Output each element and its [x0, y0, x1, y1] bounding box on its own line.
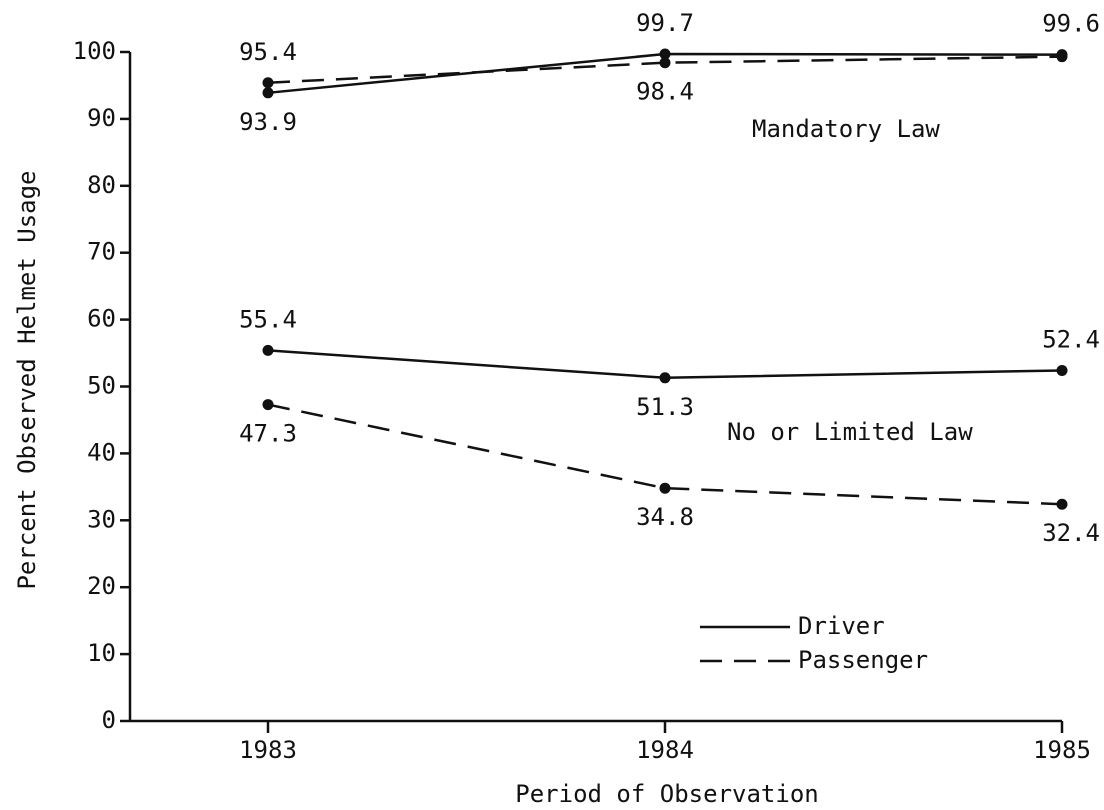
x-tick-label: 1985 [1033, 736, 1091, 764]
y-tick-label: 30 [87, 505, 116, 533]
data-point [659, 482, 671, 494]
data-label: 52.4 [1042, 325, 1100, 353]
data-point [1056, 51, 1068, 63]
x-axis-label: Period of Observation [515, 780, 818, 808]
data-label: 93.9 [239, 108, 297, 136]
y-tick-label: 40 [87, 438, 116, 466]
x-tick-label: 1984 [636, 736, 694, 764]
data-label: 34.8 [636, 503, 694, 531]
data-label: 99.7 [636, 9, 694, 37]
annotation: No or Limited Law [727, 418, 973, 446]
series-line [267, 55, 1063, 85]
data-point [1056, 498, 1068, 510]
data-point [262, 87, 274, 99]
data-label: 98.4 [636, 78, 694, 106]
legend-label: Passenger [798, 646, 928, 674]
data-point [1056, 364, 1068, 376]
data-label: 99.6 [1042, 10, 1100, 38]
y-tick-label: 10 [87, 639, 116, 667]
y-tick-label: 60 [87, 305, 116, 333]
y-tick-label: 90 [87, 104, 116, 132]
y-axis-label: Percent Observed Helmet Usage [13, 170, 41, 589]
y-tick-label: 100 [73, 37, 116, 65]
y-tick-label: 50 [87, 372, 116, 400]
data-label: 47.3 [239, 420, 297, 448]
y-tick-label: 80 [87, 171, 116, 199]
data-label: 51.3 [636, 393, 694, 421]
data-point [262, 77, 274, 89]
data-label: 32.4 [1042, 519, 1100, 547]
x-tick-label: 1983 [239, 736, 297, 764]
data-point [659, 48, 671, 60]
annotation: Mandatory Law [752, 115, 940, 143]
data-point [659, 57, 671, 69]
y-tick-label: 0 [102, 706, 116, 734]
legend-label: Driver [798, 612, 885, 640]
data-label: 55.4 [239, 305, 297, 333]
data-point [262, 344, 274, 356]
y-tick-label: 20 [87, 572, 116, 600]
data-point [659, 372, 671, 384]
y-tick-label: 70 [87, 238, 116, 266]
data-label: 95.4 [239, 38, 297, 66]
data-point [262, 399, 274, 411]
